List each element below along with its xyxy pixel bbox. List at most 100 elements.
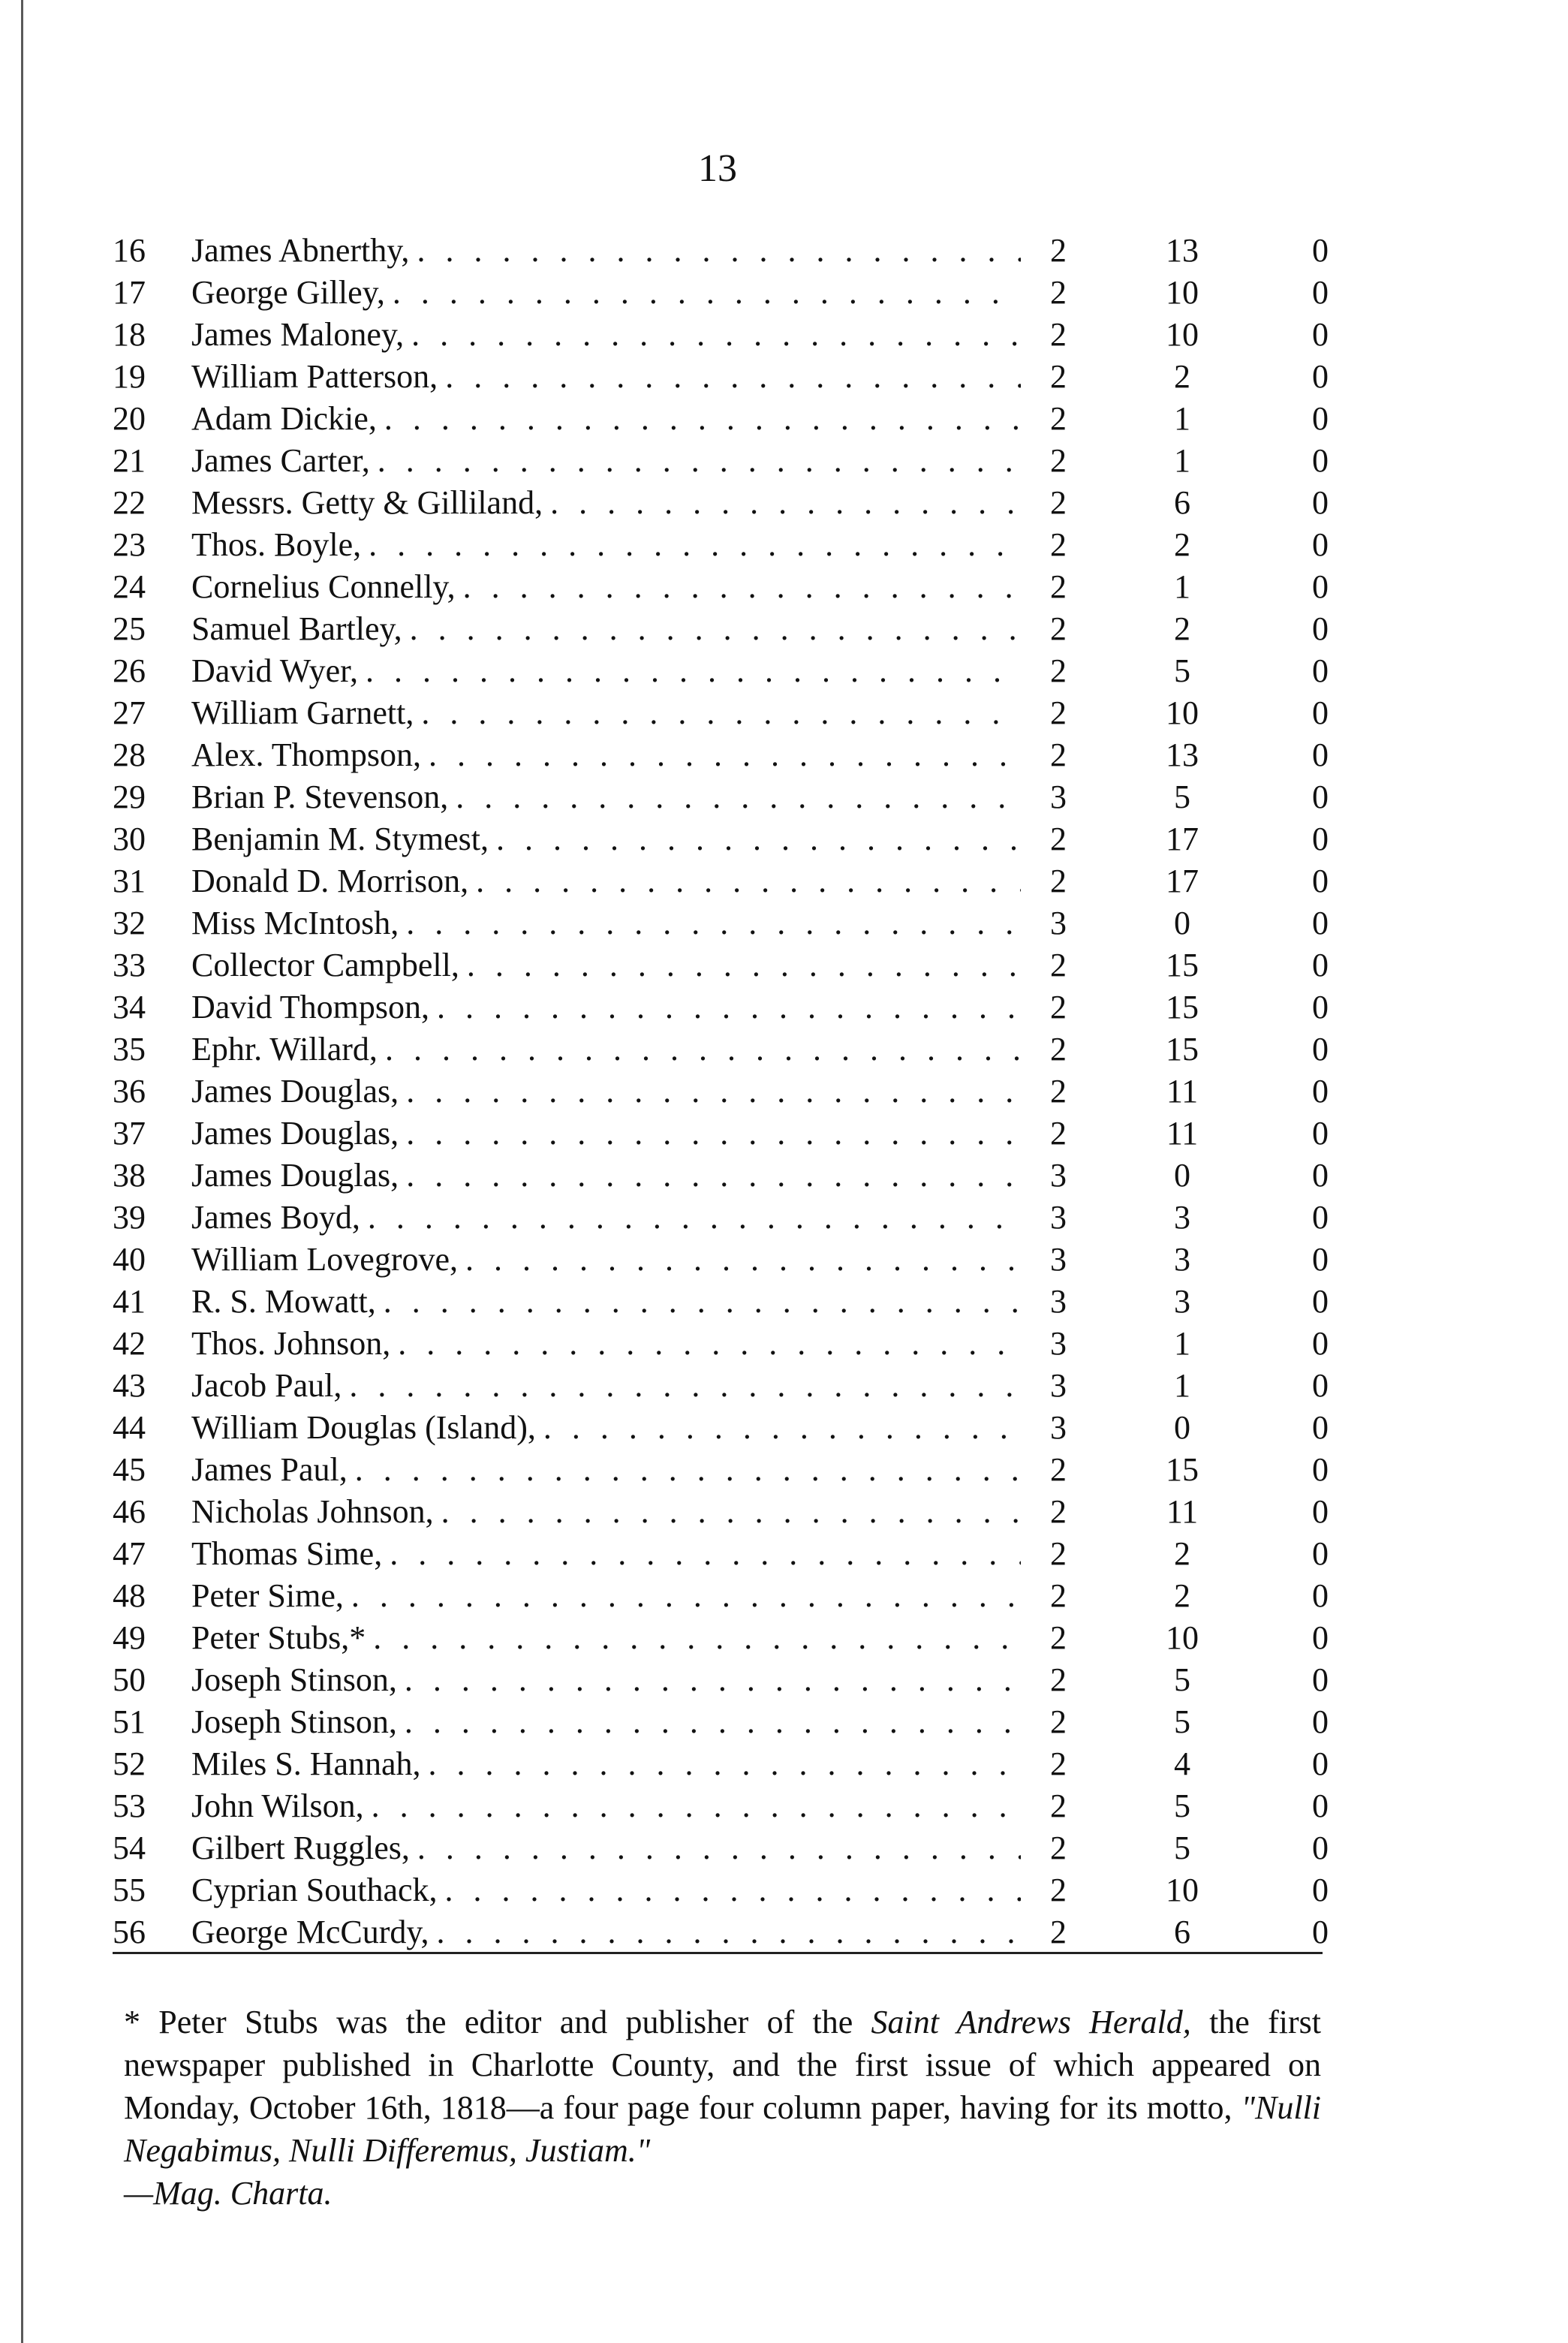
- pounds: 2: [1050, 400, 1067, 437]
- list-row: 17 George Gilley, 2 10 0: [113, 273, 1329, 315]
- pounds: 2: [1050, 1493, 1067, 1530]
- entry-number: 38: [113, 1157, 146, 1194]
- subscriber-name: Joseph Stinson,: [191, 1703, 397, 1740]
- pence: 0: [1312, 989, 1329, 1025]
- shillings: 1: [1174, 1367, 1190, 1404]
- list-row: 44 William Douglas (Island), 3 0 0: [113, 1408, 1329, 1450]
- dot-leader: [417, 1829, 1021, 1867]
- subscriber-name-cell: George Gilley,: [191, 273, 1021, 312]
- list-row: 37 James Douglas, 2 11 0: [113, 1114, 1329, 1156]
- entry-number: 52: [113, 1745, 146, 1782]
- shillings: 11: [1166, 1115, 1199, 1152]
- pence: 0: [1312, 316, 1329, 353]
- pounds: 2: [1050, 526, 1067, 563]
- pence: 0: [1312, 652, 1329, 689]
- subscriber-name-cell: William Garnett,: [191, 694, 1021, 732]
- pounds: 2: [1050, 274, 1067, 311]
- subscriber-name-cell: Miles S. Hannah,: [191, 1745, 1021, 1783]
- subscriber-name: Ephr. Willard,: [191, 1031, 378, 1068]
- dot-leader: [463, 568, 1021, 606]
- subscriber-name-cell: Brian P. Stevenson,: [191, 778, 1021, 816]
- entry-number: 43: [113, 1367, 146, 1404]
- shillings: 1: [1174, 400, 1190, 437]
- pounds: 2: [1050, 358, 1067, 395]
- shillings: 4: [1174, 1745, 1190, 1782]
- shillings: 6: [1174, 484, 1190, 521]
- entry-number: 36: [113, 1073, 146, 1110]
- shillings: 0: [1174, 1409, 1190, 1446]
- dot-leader: [465, 1240, 1021, 1278]
- list-row: 46 Nicholas Johnson, 2 11 0: [113, 1492, 1329, 1534]
- pence: 0: [1312, 1787, 1329, 1824]
- subscriber-name-cell: Thomas Sime,: [191, 1534, 1021, 1573]
- list-row: 47 Thomas Sime, 2 2 0: [113, 1534, 1329, 1577]
- subscriber-name-cell: Peter Stubs,*: [191, 1619, 1021, 1657]
- pence: 0: [1312, 1661, 1329, 1698]
- subscriber-name-cell: Ephr. Willard,: [191, 1030, 1021, 1068]
- subscriber-name: Samuel Bartley,: [191, 610, 402, 647]
- entry-number: 28: [113, 736, 146, 773]
- shillings: 3: [1174, 1199, 1190, 1236]
- dot-leader: [398, 1324, 1021, 1363]
- entry-number: 33: [113, 947, 146, 983]
- dot-leader: [421, 694, 1021, 732]
- pounds: 3: [1050, 1325, 1067, 1362]
- list-row: 22 Messrs. Getty & Gilliland, 2 6 0: [113, 483, 1329, 526]
- shillings: 15: [1166, 989, 1199, 1025]
- list-row: 34 David Thompson, 2 15 0: [113, 988, 1329, 1030]
- dot-leader: [550, 483, 1021, 522]
- shillings: 17: [1166, 821, 1199, 857]
- pence: 0: [1312, 1409, 1329, 1446]
- subscriber-name: William Patterson,: [191, 358, 438, 395]
- pounds: 2: [1050, 316, 1067, 353]
- shillings: 11: [1166, 1493, 1199, 1530]
- dot-leader: [441, 1492, 1021, 1531]
- pence: 0: [1312, 610, 1329, 647]
- dot-leader: [456, 778, 1021, 816]
- subscriber-name-cell: James Maloney,: [191, 315, 1021, 354]
- list-row: 29 Brian P. Stevenson, 3 5 0: [113, 778, 1329, 820]
- pence: 0: [1312, 274, 1329, 311]
- subscriber-name-cell: Benjamin M. Stymest,: [191, 820, 1021, 858]
- entry-number: 32: [113, 905, 146, 941]
- pence: 0: [1312, 1199, 1329, 1236]
- subscriber-name-cell: Alex. Thompson,: [191, 736, 1021, 774]
- subscriber-name: Thos. Boyle,: [191, 526, 362, 563]
- list-row: 39 James Boyd, 3 3 0: [113, 1198, 1329, 1240]
- subscriber-name-cell: John Wilson,: [191, 1787, 1021, 1825]
- dot-leader: [429, 1745, 1021, 1783]
- dot-leader: [406, 1156, 1021, 1194]
- entry-number: 19: [113, 358, 146, 395]
- entry-number: 20: [113, 400, 146, 437]
- pounds: 2: [1050, 568, 1067, 605]
- entry-number: 34: [113, 989, 146, 1025]
- subscriber-name: Thos. Johnson,: [191, 1325, 391, 1362]
- dot-leader: [406, 1114, 1021, 1152]
- shillings: 2: [1174, 1577, 1190, 1614]
- subscriber-name: James Maloney,: [191, 316, 405, 353]
- dot-leader: [406, 1072, 1021, 1110]
- pounds: 3: [1050, 1199, 1067, 1236]
- subscriber-name: Adam Dickie,: [191, 400, 377, 437]
- subscriber-name-cell: R. S. Mowatt,: [191, 1282, 1021, 1321]
- subscriber-name: James Paul,: [191, 1451, 348, 1488]
- subscriber-name: Peter Stubs,*: [191, 1619, 366, 1656]
- pence: 0: [1312, 1367, 1329, 1404]
- dot-leader: [411, 315, 1021, 354]
- entry-number: 56: [113, 1914, 146, 1950]
- subscriber-name-cell: William Patterson,: [191, 357, 1021, 396]
- pounds: 2: [1050, 1914, 1067, 1950]
- subscriber-name-cell: Gilbert Ruggles,: [191, 1829, 1021, 1867]
- entry-number: 41: [113, 1283, 146, 1320]
- dot-leader: [373, 1619, 1021, 1657]
- pence: 0: [1312, 905, 1329, 941]
- subscriber-name-cell: Cyprian Southack,: [191, 1871, 1021, 1909]
- pounds: 2: [1050, 947, 1067, 983]
- subscriber-name-cell: David Thompson,: [191, 988, 1021, 1026]
- shillings: 2: [1174, 610, 1190, 647]
- dot-leader: [417, 231, 1021, 270]
- shillings: 17: [1166, 863, 1199, 899]
- pence: 0: [1312, 1115, 1329, 1152]
- dot-leader: [405, 1661, 1021, 1699]
